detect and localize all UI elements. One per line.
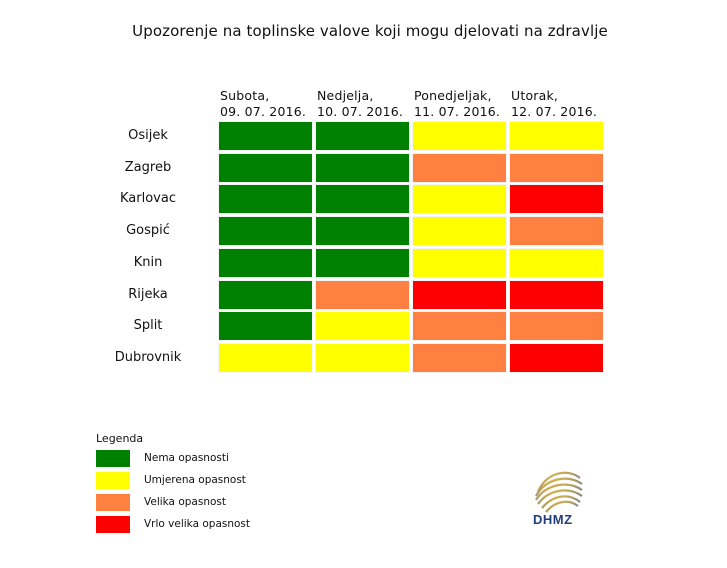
heatmap-cell [315,279,410,310]
column-header: Subota, 09. 07. 2016. [220,88,306,120]
heatmap-cell [315,342,410,373]
heatmap-cell [218,279,313,310]
column-header: Utorak, 12. 07. 2016. [511,88,597,120]
heatmap-cell [509,184,604,215]
heatmap-cell [412,279,507,310]
dhmz-logo-text: DHMZ [533,512,573,527]
heatmap-cell [218,216,313,247]
row-label: Dubrovnik [114,349,182,365]
row-label: Gospić [126,223,170,239]
heatmap-cell [315,184,410,215]
heatmap-cell [509,311,604,342]
column-date: 12. 07. 2016. [511,104,598,119]
legend-swatch [96,472,130,489]
heatmap-cell [218,247,313,278]
heatmap-cell [509,247,604,278]
column-day: Ponedjeljak, [414,88,492,103]
row-label: Zagreb [124,159,172,175]
legend-label: Nema opasnosti [144,452,229,464]
column-date: 09. 07. 2016. [220,104,307,119]
column-day: Subota, [220,88,270,103]
heatmap-cell [412,342,507,373]
legend-swatch [96,450,130,467]
dhmz-logo-icon [535,471,583,513]
legend-swatch [96,516,130,533]
heatmap-cell [509,279,604,310]
heatmap-cell [315,311,410,342]
legend-swatch [96,494,130,511]
heatmap-cell [509,121,604,151]
heatmap-cell [218,342,313,373]
heatmap-cell [218,121,313,151]
column-header: Ponedjeljak, 11. 07. 2016. [414,88,500,120]
heatmap-cell [218,184,313,215]
heatmap-cell [412,152,507,183]
heatmap-cell [412,184,507,215]
column-date: 11. 07. 2016. [414,104,501,119]
column-date: 10. 07. 2016. [317,104,404,119]
row-label: Rijeka [128,286,168,302]
row-label: Split [133,318,163,334]
row-label: Karlovac [120,191,176,207]
heatmap-cell [218,311,313,342]
heatmap-cell [218,152,313,183]
heatmap-cell [412,311,507,342]
column-day: Nedjelja, [317,88,374,103]
heatmap-cell [315,216,410,247]
chart-title: Upozorenje na toplinske valove koji mogu… [132,22,608,40]
heatmap-cell [412,247,507,278]
heatmap-cell [509,342,604,373]
heatmap-cell [315,247,410,278]
heatmap-cell [315,152,410,183]
legend-title: Legenda [96,432,144,445]
row-label: Knin [133,254,163,270]
column-day: Utorak, [511,88,559,103]
heatmap-cell [315,121,410,151]
column-header: Nedjelja, 10. 07. 2016. [317,88,403,120]
heatmap-cell [509,216,604,247]
legend-label: Umjerena opasnost [144,474,246,486]
heatmap-cell [412,216,507,247]
legend-label: Velika opasnost [144,496,226,508]
legend-label: Vrlo velika opasnost [144,518,251,530]
heatmap-cell [412,121,507,151]
heatmap-cell [509,152,604,183]
row-label: Osijek [128,128,168,143]
